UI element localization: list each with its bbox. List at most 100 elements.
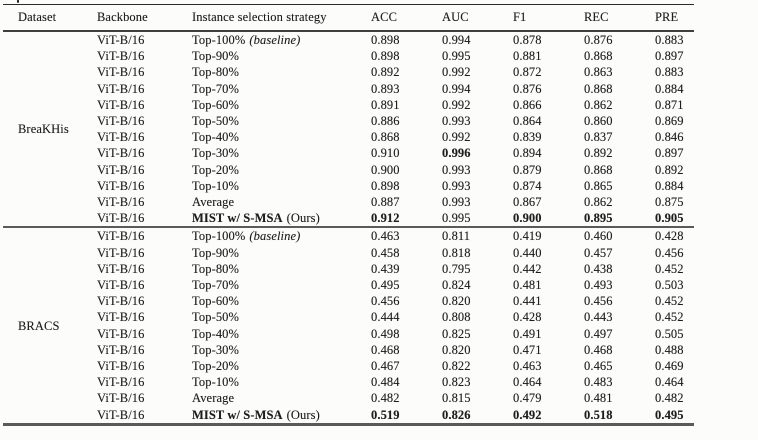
backbone-cell: ViT-B/16 bbox=[97, 310, 145, 325]
metric-rec: 0.468 bbox=[584, 342, 613, 357]
metric-auc: 0.811 bbox=[442, 226, 513, 245]
metric-rec: 0.860 bbox=[584, 114, 613, 129]
metric-f1: 0.894 bbox=[513, 146, 542, 161]
strategy-name: Average bbox=[192, 195, 235, 210]
metric-auc: 0.994 bbox=[442, 81, 471, 96]
backbone-cell: ViT-B/16 bbox=[97, 195, 145, 210]
strategy-note: (baseline) bbox=[249, 229, 301, 244]
metric-auc: 0.992 bbox=[442, 130, 471, 145]
metric-acc: 0.498 bbox=[371, 326, 400, 341]
backbone-cell: ViT-B/16 bbox=[97, 130, 145, 145]
metric-rec: 0.837 bbox=[584, 130, 613, 145]
table-row: ViT-B/16 Top-30% 0.468 0.820 0.471 0.468 0.488 bbox=[3, 342, 694, 358]
metric-rec: 0.497 bbox=[584, 326, 613, 341]
strategy-cell: MIST w/ S-MSA (Ours) bbox=[192, 210, 371, 227]
column-header-rec: REC bbox=[584, 4, 655, 32]
metric-auc: 0.993 bbox=[442, 162, 471, 177]
metric-f1: 0.463 bbox=[513, 359, 542, 374]
metric-auc: 0.996 bbox=[442, 146, 471, 161]
metric-pre: 0.883 bbox=[655, 65, 684, 80]
column-header-dataset: Dataset bbox=[3, 4, 97, 32]
strategy-cell: Top-80% bbox=[192, 64, 371, 80]
strategy-name: Top-30% bbox=[192, 342, 240, 357]
backbone-cell: ViT-B/16 bbox=[97, 391, 145, 406]
metric-rec: 0.518 bbox=[584, 407, 613, 422]
metric-f1: 0.428 bbox=[513, 310, 542, 325]
metric-acc: 0.482 bbox=[371, 391, 400, 406]
table-row: ViT-B/16 Average 0.887 0.993 0.867 0.862 0.875 bbox=[3, 194, 694, 210]
metric-auc: 0.820 bbox=[442, 342, 471, 357]
metric-f1: 0.874 bbox=[513, 178, 542, 193]
metric-rec: 0.868 bbox=[584, 49, 613, 64]
column-header-pre: PRE bbox=[655, 4, 694, 32]
metric-f1: 0.441 bbox=[513, 294, 542, 309]
metric-rec: 0.892 bbox=[584, 146, 613, 161]
backbone-cell: ViT-B/16 bbox=[97, 162, 145, 177]
table-header: Dataset Backbone Instance selection strate… bbox=[3, 4, 694, 32]
backbone-cell: ViT-B/16 bbox=[97, 114, 145, 129]
strategy-cell: Top-40% bbox=[192, 129, 371, 145]
header-row: Dataset Backbone Instance selection strate… bbox=[3, 4, 694, 32]
strategy-name: MIST w/ S-MSA bbox=[192, 407, 283, 422]
strategy-cell: Top-80% bbox=[192, 261, 371, 277]
column-header-acc: ACC bbox=[371, 4, 442, 32]
strategy-cell: Top-90% bbox=[192, 48, 371, 64]
table-row: ViT-B/16 Top-90% 0.458 0.818 0.440 0.457 0.456 bbox=[3, 245, 694, 261]
table-row: ViT-B/16 Top-40% 0.498 0.825 0.491 0.497 0.505 bbox=[3, 326, 694, 342]
strategy-cell: Average bbox=[192, 194, 371, 210]
metric-auc: 0.822 bbox=[442, 359, 471, 374]
metric-pre: 0.503 bbox=[655, 278, 684, 293]
metric-f1: 0.419 bbox=[513, 226, 584, 245]
strategy-cell: Top-60% bbox=[192, 97, 371, 113]
metric-acc: 0.912 bbox=[371, 211, 400, 226]
strategy-cell: Top-100% (baseline) bbox=[192, 226, 371, 245]
metric-pre: 0.871 bbox=[655, 97, 684, 112]
metric-auc: 0.995 bbox=[442, 211, 471, 226]
metric-rec: 0.862 bbox=[584, 97, 613, 112]
metric-pre: 0.884 bbox=[655, 81, 684, 96]
metric-pre: 0.469 bbox=[655, 359, 684, 374]
metric-rec: 0.438 bbox=[584, 261, 613, 276]
metric-rec: 0.456 bbox=[584, 294, 613, 309]
metric-auc: 0.823 bbox=[442, 375, 471, 390]
backbone-cell: ViT-B/16 bbox=[97, 326, 145, 341]
metric-rec: 0.868 bbox=[584, 81, 613, 96]
strategy-name: Top-50% bbox=[192, 114, 240, 129]
metric-acc: 0.456 bbox=[371, 294, 400, 309]
metric-acc: 0.898 bbox=[371, 49, 400, 64]
metric-pre: 0.897 bbox=[655, 49, 684, 64]
metric-f1: 0.872 bbox=[513, 65, 542, 80]
strategy-cell: Top-20% bbox=[192, 162, 371, 178]
table-row: ViT-B/16 Top-80% 0.439 0.795 0.442 0.438 0.452 bbox=[3, 261, 694, 277]
table-row: ViT-B/16 Top-10% 0.898 0.993 0.874 0.865 0.884 bbox=[3, 178, 694, 194]
strategy-note: (baseline) bbox=[249, 33, 301, 47]
metric-acc: 0.898 bbox=[371, 178, 400, 193]
metric-acc: 0.868 bbox=[371, 130, 400, 145]
strategy-name: Top-10% bbox=[192, 178, 240, 193]
metric-auc: 0.820 bbox=[442, 294, 471, 309]
dataset-label: BreaKHis bbox=[18, 122, 69, 137]
metric-acc: 0.886 bbox=[371, 114, 400, 129]
metric-pre: 0.428 bbox=[655, 226, 694, 245]
metric-f1: 0.867 bbox=[513, 195, 542, 210]
metric-acc: 0.468 bbox=[371, 342, 400, 357]
backbone-cell: ViT-B/16 bbox=[97, 146, 145, 161]
metric-pre: 0.488 bbox=[655, 342, 684, 357]
metric-acc: 0.439 bbox=[371, 261, 400, 276]
metric-f1: 0.491 bbox=[513, 326, 542, 341]
metric-pre: 0.883 bbox=[655, 33, 684, 47]
metric-auc: 0.795 bbox=[442, 261, 471, 276]
strategy-name: Top-60% bbox=[192, 294, 240, 309]
metric-pre: 0.884 bbox=[655, 178, 684, 193]
strategy-name: Top-70% bbox=[192, 278, 240, 293]
strategy-name: Top-50% bbox=[192, 310, 240, 325]
strategy-cell: Top-10% bbox=[192, 374, 371, 390]
metric-pre: 0.869 bbox=[655, 114, 684, 129]
strategy-name: Top-10% bbox=[192, 375, 240, 390]
column-header-strategy: Instance selection strategy bbox=[192, 4, 371, 32]
metric-auc: 0.995 bbox=[442, 49, 471, 64]
metric-f1: 0.442 bbox=[513, 261, 542, 276]
backbone-cell: ViT-B/16 bbox=[97, 245, 145, 260]
strategy-cell: Average bbox=[192, 390, 371, 406]
